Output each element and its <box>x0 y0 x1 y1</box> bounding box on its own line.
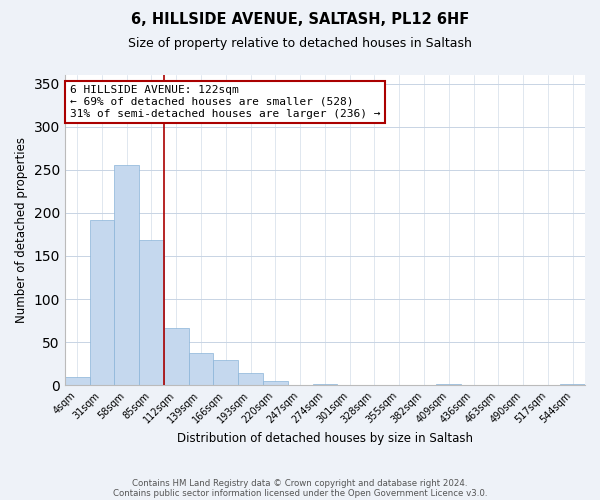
Bar <box>164 328 188 386</box>
Bar <box>263 381 288 386</box>
Text: Size of property relative to detached houses in Saltash: Size of property relative to detached ho… <box>128 38 472 51</box>
X-axis label: Distribution of detached houses by size in Saltash: Distribution of detached houses by size … <box>177 432 473 445</box>
Bar <box>436 384 461 386</box>
Bar <box>115 166 139 386</box>
Bar <box>214 360 238 386</box>
Bar <box>139 240 164 386</box>
Text: 6 HILLSIDE AVENUE: 122sqm
← 69% of detached houses are smaller (528)
31% of semi: 6 HILLSIDE AVENUE: 122sqm ← 69% of detac… <box>70 86 380 118</box>
Bar <box>65 376 89 386</box>
Text: Contains public sector information licensed under the Open Government Licence v3: Contains public sector information licen… <box>113 488 487 498</box>
Text: 6, HILLSIDE AVENUE, SALTASH, PL12 6HF: 6, HILLSIDE AVENUE, SALTASH, PL12 6HF <box>131 12 469 28</box>
Text: Contains HM Land Registry data © Crown copyright and database right 2024.: Contains HM Land Registry data © Crown c… <box>132 478 468 488</box>
Y-axis label: Number of detached properties: Number of detached properties <box>15 137 28 323</box>
Bar <box>560 384 585 386</box>
Bar <box>188 354 214 386</box>
Bar <box>313 384 337 386</box>
Bar <box>89 220 115 386</box>
Bar <box>238 373 263 386</box>
